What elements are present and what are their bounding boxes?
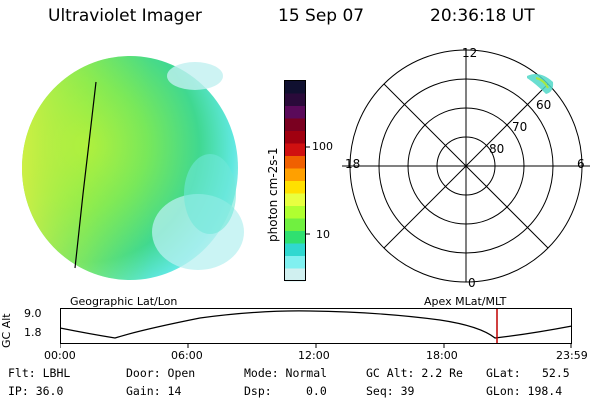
colorbar-band [285,118,305,132]
colorbar-band [285,231,305,244]
colorbar-band [285,81,305,94]
image-time: 20:36:18 UT [430,6,535,26]
x-tick-0600: 06:00 [171,349,203,362]
altitude-curve [60,310,573,339]
status-ip: IP: 36.0 [8,384,64,398]
x-tick-2359: 23:59 [556,349,588,362]
timeline-right-title: Apex MLat/MLT [424,295,507,308]
colorbar-band [285,256,305,269]
colorbar-band [285,268,305,282]
mlt-label-18: 18 [345,157,361,171]
x-tick-1800: 18:00 [426,349,458,362]
colorbar-band [285,106,305,119]
status-seq: Seq: 39 [366,384,415,398]
colorbar-band [285,156,305,169]
altitude-timeline [60,308,573,348]
y-tick-1-8: 1.8 [24,326,42,339]
status-gain: Gain: 14 [126,384,182,398]
status-glat: GLat: [486,366,521,380]
colorbar-band [285,131,305,144]
x-tick-1200: 12:00 [298,349,330,362]
timeline-left-title: Geographic Lat/Lon [70,295,178,308]
x-tick-0000: 00:00 [44,349,76,362]
colorbar-tick-10: 10 [316,228,330,241]
status-dsp: Dsp: [244,384,272,398]
lat-label-80: 80 [489,142,505,156]
colorbar-band [285,193,305,207]
colorbar-tick-100: 100 [312,140,333,153]
colorbar-band [285,218,305,232]
colorbar [284,80,310,282]
colorbar-band [285,143,305,157]
aurora-patch [527,74,554,94]
colorbar-band [285,243,305,257]
colorbar-band [285,181,305,194]
lat-label-70: 70 [512,120,528,134]
mlt-label-0: 0 [468,276,476,290]
polar-plot [342,49,590,283]
status-gc-alt: GC Alt: 2.2 Re [366,366,463,380]
status-dsp-value: 0.0 [306,384,327,398]
colorbar-band [285,93,305,107]
mlt-label-12: 12 [462,46,478,60]
colorbar-band [285,206,305,219]
geographic-image [22,56,244,280]
mlt-label-6: 6 [577,157,585,171]
lat-label-60: 60 [536,98,552,112]
colorbar-band [285,168,305,182]
timeline-y-axis-label: GC Alt [0,313,13,348]
y-tick-9: 9.0 [24,307,42,320]
colorbar-unit-label: photon cm-2s-1 [266,147,280,243]
status-glat-value: 52.5 [542,366,570,380]
status-glon: GLon: 198.4 [486,384,563,398]
status-door: Door: Open [126,366,196,380]
terminator-line [74,81,97,269]
image-date: 15 Sep 07 [278,6,365,26]
instrument-title: Ultraviolet Imager [48,6,202,26]
status-mode: Mode: Normal [244,366,328,380]
status-filter: Flt: LBHL [8,366,71,380]
